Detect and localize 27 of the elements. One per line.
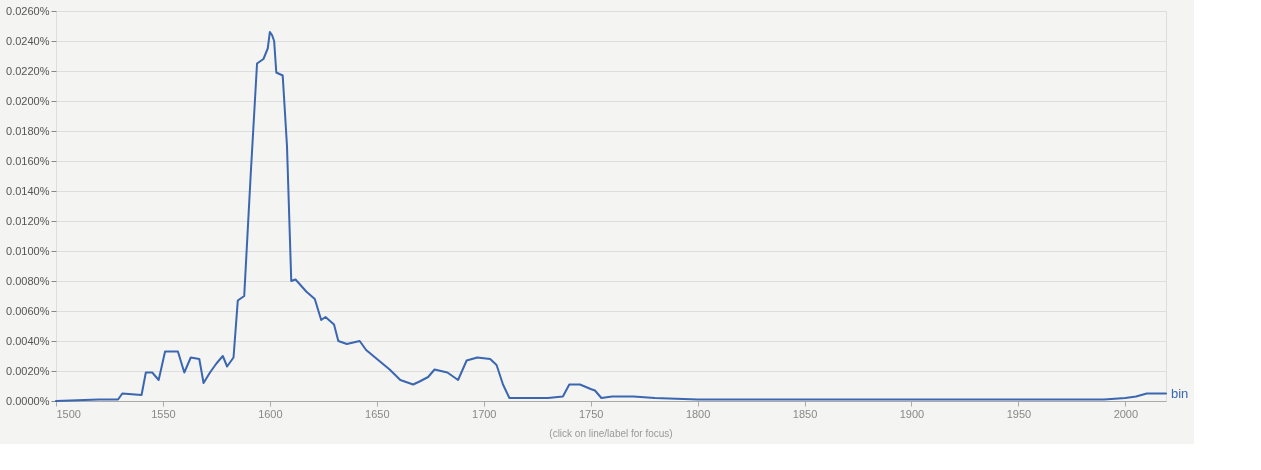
y-tick-label: 0.0020% (6, 364, 50, 377)
y-tick-label: 0.0000% (6, 394, 50, 407)
y-tick-label: 0.0060% (6, 304, 50, 317)
y-tick-label: 0.0120% (6, 214, 50, 227)
y-tick-label: 0.0180% (6, 124, 50, 137)
x-tick-label: 1850 (792, 407, 818, 420)
y-tick-label: 0.0160% (6, 154, 50, 167)
x-tick-label: 2000 (1113, 407, 1139, 420)
y-tick-label: 0.0200% (6, 94, 50, 107)
series-label: bin (1171, 385, 1189, 401)
y-tick-label: 0.0080% (6, 274, 50, 287)
x-tick-label: 1600 (258, 407, 283, 420)
x-tick-label: 1800 (685, 407, 711, 420)
x-tick-label: 1900 (899, 407, 925, 420)
y-tick-label: 0.0140% (6, 184, 50, 197)
x-tick-label: 1750 (578, 407, 604, 420)
y-tick-label: 0.0260% (6, 4, 50, 17)
x-tick-label: 1550 (151, 407, 176, 420)
x-tick-label: 1950 (1006, 407, 1032, 420)
y-tick-label: 0.0240% (6, 34, 50, 47)
y-tick-label: 0.0100% (6, 244, 50, 257)
y-tick-label: 0.0220% (6, 64, 50, 77)
text: (click on line/label for focus) (549, 428, 673, 439)
y-tick-label: 0.0040% (6, 334, 50, 347)
x-tick-label: 1500 (56, 407, 81, 420)
x-tick-label: 1650 (365, 407, 390, 420)
x-tick-label: 1700 (472, 407, 497, 420)
